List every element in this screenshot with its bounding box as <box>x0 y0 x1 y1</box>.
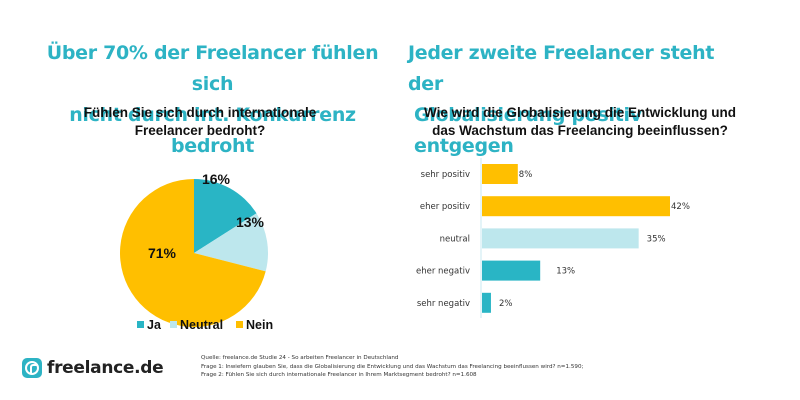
bar-category-eher-positiv: eher positiv <box>420 202 470 212</box>
source-line-1: Quelle: freelance.de Studie 24 - So arbe… <box>201 355 399 361</box>
bar-value-sehr-positiv: 8% <box>519 170 533 180</box>
headline-left: Über 70% der Freelancer fühlen sich nich… <box>40 38 385 162</box>
pie-label-nein: 71% <box>148 245 177 261</box>
bar-eher-negativ <box>482 260 541 281</box>
bar-chart-title-line-2: das Wachstum das Freelancing beeinflusse… <box>432 123 728 138</box>
headline-right-line-1: Jeder zweite Freelancer steht der <box>408 42 715 95</box>
bar-eher-positiv <box>482 196 670 217</box>
legend-swatch-neutral <box>170 321 177 328</box>
headline-left-line-2: nicht durch int. Konkurrenz bedroht <box>69 104 356 157</box>
bar-category-sehr-positiv: sehr positiv <box>421 170 470 180</box>
bar-category-sehr-negativ: sehr negativ <box>417 299 470 309</box>
source-notes: Quelle: freelance.de Studie 24 - So arbe… <box>201 354 583 380</box>
pie-label-ja: 16% <box>202 171 231 187</box>
logo-text: freelance.de <box>47 358 164 378</box>
pie-slice-nein <box>120 179 266 328</box>
bar-value-eher-positiv: 42% <box>671 202 690 212</box>
headline-left-line-1: Über 70% der Freelancer fühlen sich <box>46 42 379 95</box>
legend-swatch-ja <box>137 321 144 328</box>
source-line-2: Frage 1: Inwiefern glauben Sie, dass die… <box>201 363 584 370</box>
headline-right: Jeder zweite Freelancer steht der Global… <box>408 38 728 162</box>
pie-slice-neutral <box>194 213 268 272</box>
bar-sehr-positiv <box>482 164 518 184</box>
source-line-3: Frage 2: Fühlen Sie sich durch internati… <box>201 372 477 378</box>
bar-category-eher-negativ: eher negativ <box>416 267 470 277</box>
legend-label-ja: Ja <box>147 318 162 332</box>
bar-sehr-negativ <box>482 292 491 313</box>
legend-label-neutral: Neutral <box>180 318 223 332</box>
pie-legend: Ja Neutral Nein <box>137 318 273 332</box>
pie-label-neutral: 13% <box>236 214 265 230</box>
bar-chart-title-line-1: Wie wird die Globalisierung die Entwickl… <box>424 105 736 120</box>
legend-swatch-nein <box>236 321 243 328</box>
bar-category-neutral: neutral <box>440 234 470 244</box>
legend-label-nein: Nein <box>246 318 273 332</box>
freelance-logo-icon <box>22 358 42 378</box>
pie-chart-title-line-2: Freelancer bedroht? <box>134 123 266 138</box>
bar-value-eher-negativ: 13% <box>556 267 575 277</box>
pie-chart: 16% 13% 71% <box>120 171 268 328</box>
bar-value-sehr-negativ: 2% <box>499 299 513 309</box>
pie-chart-title: Fühlen Sie sich durch internationale Fre… <box>60 104 340 140</box>
pie-chart-title-line-1: Fühlen Sie sich durch internationale <box>83 105 317 120</box>
headline-right-line-2: Globalisierung positiv entgegen <box>414 104 642 157</box>
bar-chart: sehr positiv 8% eher positiv 42% neutral 35% e… <box>416 158 690 318</box>
pie-slice-ja <box>194 179 257 253</box>
bar-value-neutral: 35% <box>647 234 666 244</box>
bar-chart-title: Wie wird die Globalisierung die Entwickl… <box>415 104 745 140</box>
bar-neutral <box>482 228 639 249</box>
freelance-logo: freelance.de <box>22 358 164 378</box>
